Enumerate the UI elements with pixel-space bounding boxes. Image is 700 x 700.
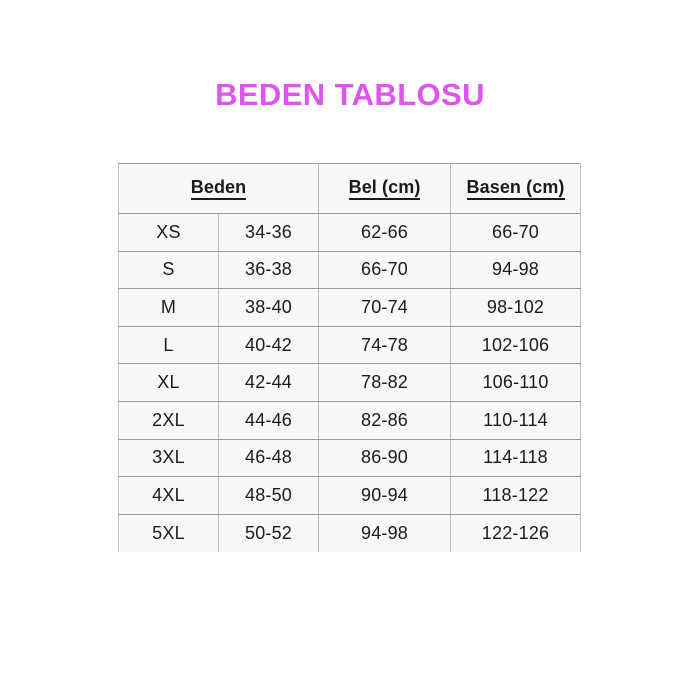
table-cell-numeric-size: 46-48 bbox=[217, 438, 320, 478]
table-cell-waist-cm: 74-78 bbox=[318, 325, 452, 365]
table-row: XL 42-44 78-82 106-110 bbox=[118, 363, 582, 402]
table-cell-waist-cm: 66-70 bbox=[318, 250, 452, 290]
table-row: 3XL 46-48 86-90 114-118 bbox=[118, 438, 582, 478]
table-header: Beden Bel (cm) Basen (cm) bbox=[117, 163, 582, 214]
table-row: XS 34-36 62-66 66-70 bbox=[118, 213, 582, 252]
table-cell-waist-cm: 78-82 bbox=[318, 363, 452, 402]
table-cell-numeric-size: 36-38 bbox=[217, 250, 320, 290]
table-row: 5XL 50-52 94-98 122-126 bbox=[118, 513, 582, 552]
table-cell-waist-cm: 90-94 bbox=[318, 476, 452, 515]
table-cell-numeric-size: 44-46 bbox=[217, 400, 320, 440]
table-cell-numeric-size: 38-40 bbox=[217, 288, 320, 327]
table-cell-hip-cm: 66-70 bbox=[450, 213, 582, 252]
table-cell-size: XS bbox=[118, 213, 219, 252]
table-row: S 36-38 66-70 94-98 bbox=[118, 250, 582, 290]
table-body: XS 34-36 62-66 66-70 S 36-38 66-70 94-98 M 38-40 7… bbox=[118, 213, 582, 552]
table-cell-numeric-size: 50-52 bbox=[217, 513, 320, 552]
table-cell-hip-cm: 118-122 bbox=[450, 476, 582, 515]
table-cell-size: 5XL bbox=[118, 513, 219, 552]
column-header-bel: Bel (cm) bbox=[318, 163, 452, 214]
table-cell-hip-cm: 110-114 bbox=[450, 400, 582, 440]
table-cell-hip-cm: 122-126 bbox=[450, 513, 582, 552]
column-header-beden-label: Beden bbox=[190, 177, 247, 200]
column-header-basen-label: Basen (cm) bbox=[466, 177, 565, 200]
table-cell-size: M bbox=[118, 288, 219, 327]
table-cell-size: XL bbox=[118, 363, 219, 402]
column-header-basen: Basen (cm) bbox=[450, 163, 582, 214]
column-header-bel-label: Bel (cm) bbox=[348, 177, 421, 200]
table-cell-size: S bbox=[118, 250, 219, 290]
column-header-beden: Beden bbox=[117, 163, 320, 214]
table-cell-waist-cm: 86-90 bbox=[318, 438, 452, 478]
table-cell-waist-cm: 94-98 bbox=[318, 513, 452, 552]
table-cell-numeric-size: 42-44 bbox=[217, 363, 320, 402]
table-cell-numeric-size: 34-36 bbox=[217, 213, 320, 252]
table-row: L 40-42 74-78 102-106 bbox=[118, 325, 582, 365]
table-row: 4XL 48-50 90-94 118-122 bbox=[118, 476, 582, 515]
table-cell-numeric-size: 40-42 bbox=[217, 325, 320, 365]
table-cell-size: L bbox=[118, 325, 219, 365]
table-cell-waist-cm: 62-66 bbox=[318, 213, 452, 252]
size-table: Beden Bel (cm) Basen (cm) XS 34-36 62-66 66… bbox=[117, 163, 582, 553]
table-cell-hip-cm: 94-98 bbox=[450, 250, 582, 290]
table-cell-hip-cm: 102-106 bbox=[450, 325, 582, 365]
table-cell-hip-cm: 114-118 bbox=[450, 438, 582, 478]
page-title: BEDEN TABLOSU bbox=[215, 77, 485, 112]
size-table-container: Beden Bel (cm) Basen (cm) XS 34-36 62-66 66… bbox=[117, 163, 582, 553]
table-header-row: Beden Bel (cm) Basen (cm) bbox=[117, 163, 582, 214]
table-cell-numeric-size: 48-50 bbox=[217, 476, 320, 515]
table-cell-waist-cm: 70-74 bbox=[318, 288, 452, 327]
table-cell-size: 2XL bbox=[118, 400, 219, 440]
table-cell-size: 3XL bbox=[118, 438, 219, 478]
table-cell-hip-cm: 98-102 bbox=[450, 288, 582, 327]
table-cell-size: 4XL bbox=[118, 476, 219, 515]
table-row: M 38-40 70-74 98-102 bbox=[118, 288, 582, 327]
table-row: 2XL 44-46 82-86 110-114 bbox=[118, 400, 582, 440]
table-cell-hip-cm: 106-110 bbox=[450, 363, 582, 402]
table-cell-waist-cm: 82-86 bbox=[318, 400, 452, 440]
